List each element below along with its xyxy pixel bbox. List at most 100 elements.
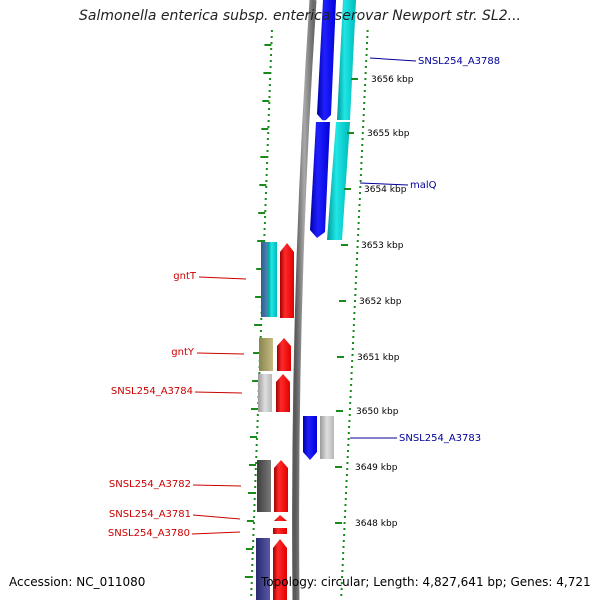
gene-leader-line — [369, 57, 417, 62]
ring-dot — [341, 570, 344, 572]
ring-dot — [358, 198, 361, 200]
feature-red-a3782 — [274, 460, 288, 512]
feature-lightgray — [258, 374, 272, 412]
ring-dot — [344, 504, 347, 506]
ring-dot — [360, 162, 363, 164]
ring-dot — [347, 444, 350, 446]
gene-label[interactable]: SNSL254_A3783 — [399, 433, 481, 444]
scale-tick-label: 3653 kbp — [361, 241, 404, 251]
ring-tick — [251, 408, 258, 410]
ring-dot — [364, 72, 367, 74]
ring-dot — [366, 42, 368, 44]
ring-dot — [340, 594, 343, 596]
feature-darkgray — [257, 460, 271, 512]
ring-dot — [270, 30, 273, 32]
ring-dot — [255, 462, 258, 464]
ring-dot — [355, 270, 358, 272]
gene-label[interactable]: gntT — [173, 271, 197, 282]
ring-dot — [264, 216, 267, 218]
ring-tick — [250, 436, 257, 438]
feature-cyan-top — [337, 0, 356, 120]
ring-dot — [267, 132, 270, 134]
ring-tick — [246, 520, 254, 522]
ring-dot — [352, 342, 354, 344]
ring-dot — [255, 444, 258, 446]
ring-dot — [253, 504, 256, 506]
ring-dot — [359, 180, 362, 182]
ring-dot — [265, 186, 268, 188]
ring-dot — [269, 66, 272, 68]
ring-dot — [360, 156, 363, 158]
ring-tick — [244, 576, 252, 578]
gene-label[interactable]: SNSL254_A3788 — [418, 56, 500, 67]
ring-dot — [362, 120, 365, 122]
ring-dot — [251, 552, 254, 554]
feature-blue-top — [317, 0, 336, 122]
ring-dot — [263, 234, 266, 236]
ring-tick — [262, 100, 270, 102]
accession-text: Accession: NC_011080 — [9, 575, 146, 589]
ring-dot — [354, 300, 356, 302]
ring-tick — [255, 296, 263, 298]
ring-dot — [259, 330, 262, 332]
ring-dot — [253, 510, 256, 512]
ring-dot — [250, 594, 253, 596]
gene-label[interactable]: SNSL254_A3781 — [109, 509, 191, 520]
ring-dot — [362, 126, 365, 128]
ring-dot — [268, 108, 270, 110]
ring-dot — [355, 276, 358, 278]
ring-dot — [256, 414, 259, 416]
ring-dot — [358, 204, 361, 206]
ring-dot — [361, 150, 363, 152]
ring-dot — [365, 48, 368, 50]
scale-tick-label: 3650 kbp — [356, 407, 399, 417]
ring-dot — [269, 78, 272, 80]
ring-dot — [268, 102, 271, 104]
gene-label[interactable]: gntY — [171, 347, 195, 358]
ring-dot — [251, 558, 254, 560]
gene-label[interactable]: SNSL254_A3784 — [111, 386, 193, 397]
gene-label[interactable]: malQ — [410, 180, 437, 191]
feature-navy — [256, 538, 270, 600]
ring-dot — [254, 480, 257, 482]
feature-red-a3781 — [274, 515, 287, 521]
ring-dot — [366, 30, 369, 32]
gene-leader-line — [194, 391, 243, 394]
ring-dot — [351, 360, 354, 362]
ring-dot — [357, 228, 360, 230]
ring-dot — [254, 468, 257, 470]
ring-dot — [345, 480, 348, 482]
ring-dot — [340, 588, 343, 590]
gene-label[interactable]: SNSL254_A3782 — [109, 479, 191, 490]
ring-dot — [347, 432, 350, 434]
gene-leader-line — [192, 514, 241, 520]
genome-title: Salmonella enterica subsp. enterica sero… — [79, 8, 521, 24]
ring-dot — [349, 396, 352, 398]
ring-dot — [270, 36, 273, 38]
ring-dot — [264, 198, 267, 200]
ring-dot — [352, 336, 355, 338]
ring-dot — [264, 204, 267, 206]
ring-dot — [354, 288, 357, 290]
ring-dot — [359, 174, 362, 176]
ring-dot — [350, 378, 353, 380]
right-gene-labels: SNSL254_A3788 malQ SNSL254_A3783 — [350, 56, 500, 444]
ring-dot — [354, 294, 357, 296]
ring-dot — [350, 366, 353, 368]
ring-dot — [266, 150, 269, 152]
ring-dot — [251, 570, 254, 572]
ring-dot — [265, 174, 268, 176]
feature-cyan-lower — [327, 122, 350, 240]
gene-leader-line — [196, 352, 245, 355]
gene-label[interactable]: SNSL254_A3780 — [108, 528, 190, 539]
ring-dot — [363, 108, 365, 110]
ring-tick — [245, 548, 253, 550]
ring-dot — [359, 192, 361, 194]
scale-tick-label: 3651 kbp — [357, 353, 400, 363]
ring-tick — [249, 464, 256, 466]
ring-dot — [252, 546, 254, 548]
ring-dot — [350, 372, 353, 374]
ring-dot — [266, 144, 269, 146]
scale-tick-label: 3655 kbp — [367, 129, 410, 139]
ring-tick — [252, 380, 260, 382]
